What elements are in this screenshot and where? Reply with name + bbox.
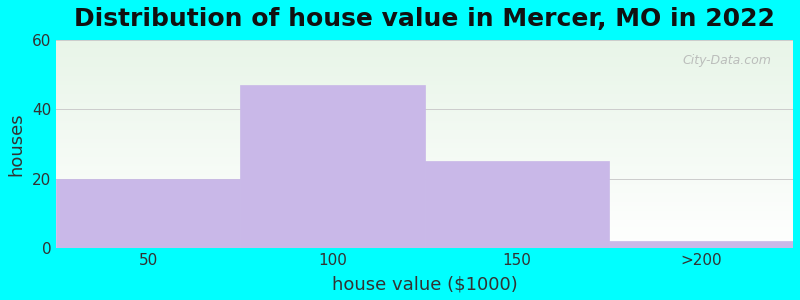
- Bar: [425, 161, 609, 248]
- Bar: [240, 85, 425, 248]
- X-axis label: house value ($1000): house value ($1000): [332, 275, 518, 293]
- Bar: [56, 179, 240, 248]
- Bar: [609, 241, 793, 248]
- Text: City-Data.com: City-Data.com: [682, 54, 771, 68]
- Title: Distribution of house value in Mercer, MO in 2022: Distribution of house value in Mercer, M…: [74, 7, 775, 31]
- Y-axis label: houses: houses: [7, 112, 25, 176]
